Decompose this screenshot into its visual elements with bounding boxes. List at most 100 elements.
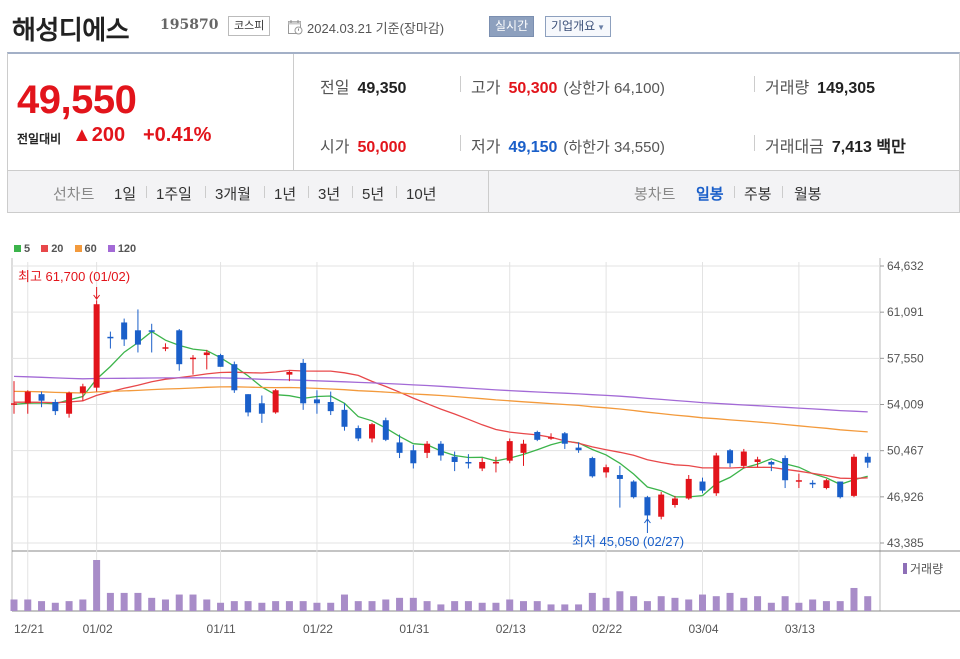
stat-label: 저가 [471,139,501,156]
volume-bar [230,601,238,611]
stat-label: 거래량 [765,80,810,97]
tab-1year[interactable]: 1년 [274,186,297,203]
candle-body [699,481,706,491]
divider [352,186,353,198]
stat-value: 49,350 [357,80,407,97]
stat-value: 149,305 [817,80,876,97]
volume-bar [93,560,101,611]
candle-body [93,304,100,388]
candle-body [245,394,252,413]
candle-body [561,433,568,444]
volume-bar [492,602,500,611]
volume-bar [368,601,376,611]
candle-body [465,461,472,464]
volume-bar [134,592,142,611]
candle-body [520,443,527,453]
current-price: 49,550 [17,78,137,122]
divider [308,186,309,198]
tab-weekly-candle[interactable]: 주봉 [744,186,772,203]
volume-bar [547,604,555,611]
volume-bar [698,594,706,611]
tab-monthly-candle[interactable]: 월봉 [794,186,822,203]
company-info-button[interactable]: 기업개요 ▼ [545,16,612,37]
volume-bar [533,601,541,611]
volume-bar [272,601,280,611]
x-tick-label: 01/02 [83,622,113,636]
candle-body [479,461,486,469]
tab-1week[interactable]: 1주일 [156,186,192,203]
volume-bar [396,597,404,611]
volume-bar [51,602,59,611]
candle-body [313,399,320,404]
volume-bar [506,599,514,611]
realtime-button[interactable]: 실시간 [489,16,535,37]
stock-code: 195870 [160,17,219,33]
candle-body [603,467,610,473]
x-tick-label: 03/13 [785,622,815,636]
legend-swatch [107,245,115,252]
moving-average-line-60 [13,386,868,433]
volume-bar [767,602,775,611]
candle-body [740,451,747,466]
tab-daily-candle[interactable]: 일봉 [696,186,724,203]
divider [782,186,783,198]
volume-bar [726,592,734,611]
volume-bar [740,597,748,611]
volume-legend-label: 거래량 [910,562,943,576]
candle-body [217,355,224,367]
candle-body [11,403,17,405]
stat-open: 시가 50,000 [320,133,406,157]
divider [488,171,489,212]
tab-5year[interactable]: 5년 [362,186,385,203]
divider [205,186,206,198]
moving-average-line-20 [14,369,868,480]
high-annotation: 최고 61,700 (01/02) [18,269,130,284]
volume-bar [850,587,858,611]
stat-value: 50,000 [357,139,407,156]
candle-body [837,481,844,498]
candle-body [24,391,31,404]
upper-limit: (상한가 64,100) [563,80,665,97]
volume-bar [754,596,762,611]
low-arrow-head [644,518,651,524]
volume-bar [809,599,817,611]
candle-body [38,394,45,401]
legend-label: 5 [24,243,31,255]
candle-body [272,390,279,413]
candle-body [575,447,582,451]
candle-body [66,392,73,414]
candle-body [754,459,761,462]
candle-body [548,437,555,439]
volume-bar [781,596,789,611]
y-tick-label: 46,926 [887,490,924,504]
triangle-down-icon: ▼ [597,23,606,32]
volume-bar [38,601,46,611]
volume-bar [285,601,293,611]
reference-date: 2024.03.21 기준(장마감) [307,21,445,36]
company-info-label: 기업개요 [551,19,596,33]
tab-3year[interactable]: 3년 [318,186,341,203]
stat-value: 7,413 백만 [831,139,906,156]
candle-body [506,441,513,461]
candle-body [809,482,816,485]
candle-body [534,431,541,440]
moving-average-line-120 [13,375,868,413]
volume-bar [712,596,720,611]
volume-bar [79,599,87,611]
volume-bar [423,601,431,611]
change-amount: ▲200 [72,124,126,146]
stock-header: 해성디에스 195870 코스피 2024.03.21 기준(장마감) 실시간 … [0,0,960,52]
candle-body [258,403,265,414]
tab-3month[interactable]: 3개월 [215,186,251,203]
candle-body [850,456,857,496]
volume-bar [588,592,596,611]
legend-label: 120 [117,243,137,255]
volume-bar [561,604,569,611]
volume-bar [24,599,32,611]
tab-1day[interactable]: 1일 [114,186,137,203]
tab-10year[interactable]: 10년 [406,186,437,203]
volume-bar [643,601,651,611]
volume-bar [148,597,156,611]
change-percent: +0.41% [143,124,212,146]
candle-body [79,386,86,393]
